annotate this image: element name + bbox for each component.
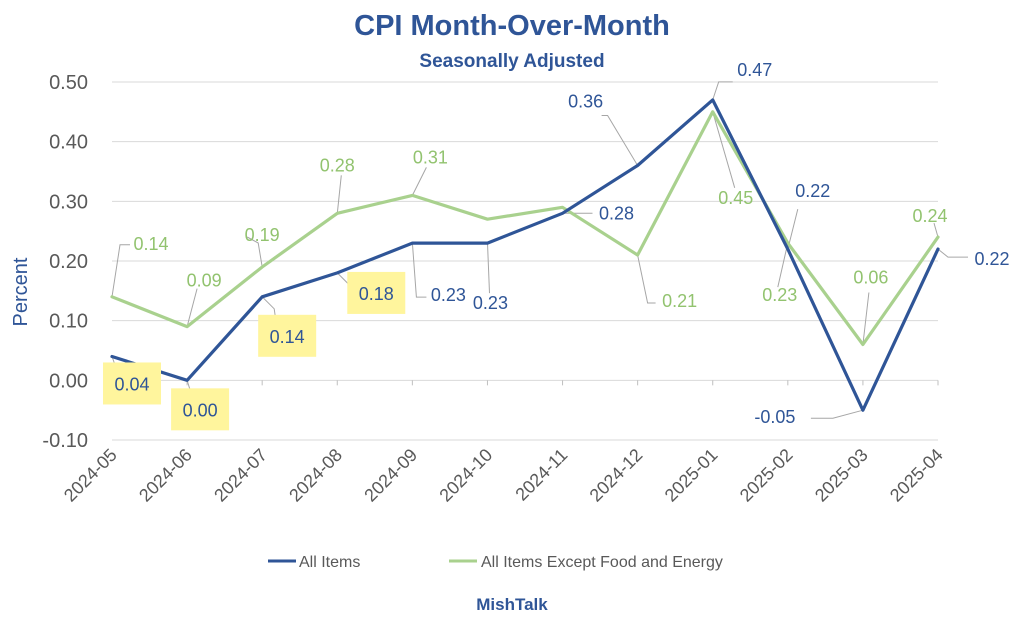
data-label-core: 0.24 — [912, 206, 947, 226]
gridlines — [112, 82, 938, 440]
y-tick-label: 0.00 — [49, 370, 88, 392]
label-leader — [412, 167, 426, 195]
label-leader — [811, 410, 863, 418]
data-label-core: 0.31 — [413, 147, 448, 167]
x-tick-label: 2024-07 — [210, 445, 271, 506]
data-label-core: 0.09 — [187, 271, 222, 291]
data-label-all-items: 0.14 — [270, 327, 305, 347]
footer-source: MishTalk — [476, 595, 548, 614]
chart-title: CPI Month-Over-Month — [354, 10, 670, 42]
y-tick-label: 0.30 — [49, 191, 88, 213]
data-labels: 0.04 0.00 0.14 0.18 0.23 0.23 0.28 0.36 0.47 0.22… — [103, 60, 1010, 430]
data-label-all-items: -0.05 — [754, 407, 795, 427]
x-tick-label: 2025-01 — [661, 445, 722, 506]
data-label-core: 0.14 — [133, 234, 168, 254]
chart-subtitle: Seasonally Adjusted — [419, 51, 604, 72]
x-tick-label: 2024-10 — [435, 445, 496, 506]
data-label-core: 0.06 — [853, 268, 888, 288]
x-tick-label: 2025-03 — [811, 445, 872, 506]
y-axis-label: Percent — [10, 257, 32, 326]
data-label-core: 0.21 — [662, 291, 697, 311]
legend-label-core: All Items Except Food and Energy — [481, 554, 723, 571]
label-leader-lines — [112, 82, 968, 418]
data-label-all-items: 0.28 — [599, 203, 634, 223]
x-tick-label: 2025-02 — [736, 445, 797, 506]
x-tick-label: 2024-11 — [511, 445, 571, 505]
data-label-core: 0.28 — [320, 155, 355, 175]
data-label-all-items: 0.47 — [737, 60, 772, 80]
data-label-all-items: 0.04 — [114, 374, 149, 394]
data-label-all-items: 0.18 — [359, 284, 394, 304]
y-axis-ticks: 0.50 0.40 0.30 0.20 0.10 0.00 -0.10 — [42, 72, 88, 452]
data-label-all-items: 0.22 — [795, 181, 830, 201]
x-tick-label: 2024-06 — [135, 445, 196, 506]
legend: All Items All Items Except Food and Ener… — [268, 554, 723, 571]
label-leader — [602, 116, 638, 166]
label-leader — [713, 82, 733, 100]
y-tick-label: 0.20 — [49, 251, 88, 273]
data-label-core: 0.45 — [718, 188, 753, 208]
x-tick-label: 2025-04 — [886, 445, 947, 506]
y-tick-label: 0.40 — [49, 132, 88, 154]
data-label-core: 0.23 — [762, 285, 797, 305]
data-label-all-items: 0.36 — [568, 92, 603, 112]
label-leader — [112, 245, 130, 297]
label-leader — [938, 249, 968, 257]
series-lines — [112, 100, 938, 410]
x-tick-label: 2024-12 — [586, 445, 647, 506]
label-leader — [778, 243, 788, 287]
y-tick-label: 0.50 — [49, 72, 88, 94]
legend-label-all-items: All Items — [299, 554, 360, 571]
x-tick-label: 2024-09 — [360, 445, 421, 506]
label-leader — [638, 255, 656, 303]
data-label-core: 0.19 — [245, 225, 280, 245]
x-tick-label: 2024-08 — [285, 445, 346, 506]
data-label-all-items: 0.00 — [183, 400, 218, 420]
data-label-all-items: 0.22 — [974, 249, 1009, 269]
y-tick-label: 0.10 — [49, 311, 88, 333]
label-leader — [337, 175, 341, 213]
x-tick-label: 2024-05 — [60, 445, 121, 506]
label-leader — [412, 243, 426, 297]
y-tick-label: -0.10 — [42, 430, 88, 452]
data-label-all-items: 0.23 — [431, 285, 466, 305]
data-label-all-items: 0.23 — [473, 293, 508, 313]
series-line-all-items — [112, 100, 938, 410]
label-leader — [488, 243, 490, 293]
